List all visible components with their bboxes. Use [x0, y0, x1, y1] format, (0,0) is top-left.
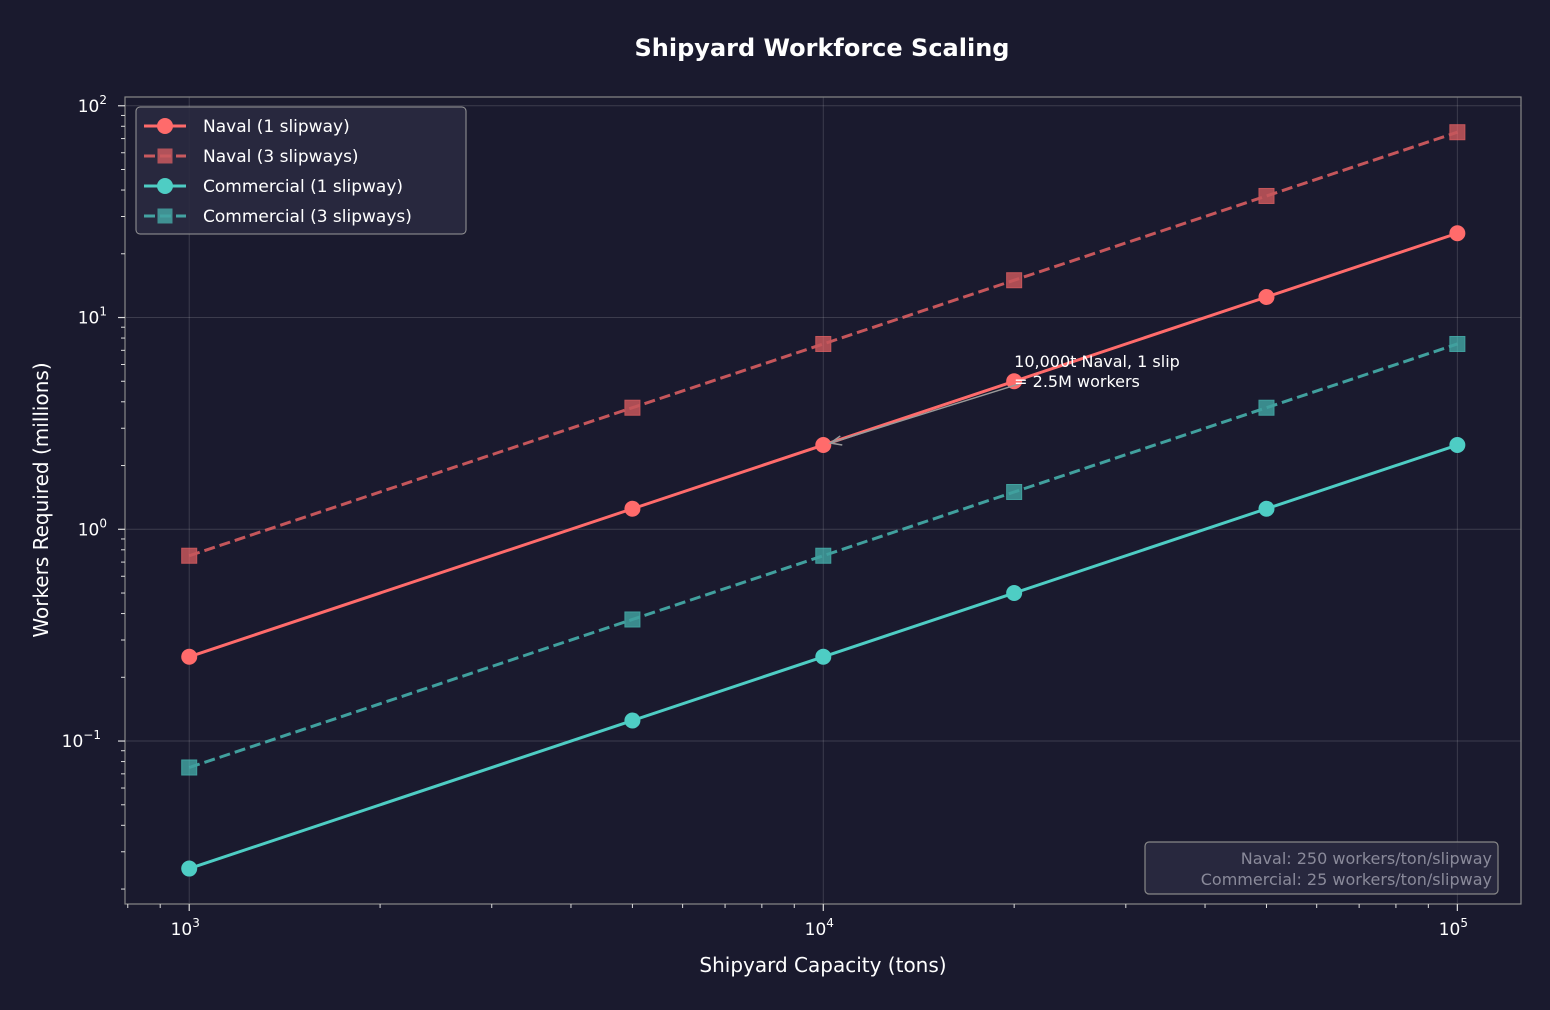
y-axis-label: Workers Required (millions)	[29, 362, 53, 637]
data-point	[815, 335, 832, 352]
series-commercial-3-slipways	[181, 335, 1466, 776]
x-tick-exponent: 3	[192, 916, 200, 930]
data-point	[181, 547, 198, 564]
data-point	[624, 712, 641, 729]
x-tick-label: 103	[171, 916, 200, 940]
data-point	[1258, 399, 1275, 416]
legend-item	[144, 208, 186, 224]
data-point	[1449, 124, 1466, 141]
series-commercial-1-slipway	[181, 437, 1466, 877]
y-tick-label: 10−1	[62, 728, 101, 752]
annotation-text: 10,000t Naval, 1 slip	[1014, 352, 1180, 371]
y-tick-label: 102	[78, 93, 107, 117]
data-point	[181, 759, 198, 776]
series-naval-3-slipways	[181, 124, 1466, 564]
legend-marker	[157, 118, 173, 134]
data-point	[1258, 500, 1275, 517]
info-box-text: Naval: 250 workers/ton/slipway	[1241, 849, 1492, 868]
series-group	[181, 124, 1466, 877]
y-tick-exponent: −1	[83, 728, 101, 742]
legend-marker	[157, 148, 173, 164]
data-point	[1006, 585, 1023, 602]
series-line	[188, 342, 1458, 769]
x-axis-label: Shipyard Capacity (tons)	[699, 953, 946, 977]
legend-label: Commercial (3 slipways)	[203, 207, 412, 227]
data-point	[624, 500, 641, 517]
data-point	[1258, 187, 1275, 204]
data-point	[181, 648, 198, 665]
y-tick-label: 101	[78, 305, 107, 329]
info-box: Naval: 250 workers/ton/slipway Commercial…	[1144, 841, 1499, 895]
legend-marker	[157, 178, 173, 194]
y-tick-exponent: 2	[99, 93, 107, 107]
x-tick-exponent: 5	[1460, 916, 1468, 930]
data-point	[815, 648, 832, 665]
series-line	[188, 231, 1458, 659]
data-point	[1449, 225, 1466, 242]
data-point	[1006, 483, 1023, 500]
legend-item	[144, 178, 186, 194]
annotation-text: = 2.5M workers	[1014, 372, 1140, 391]
legend-box	[135, 106, 467, 235]
legend-label: Naval (1 slipway)	[203, 117, 350, 137]
data-point	[1006, 373, 1023, 390]
legend-marker	[157, 208, 173, 224]
data-point	[815, 547, 832, 564]
data-point	[624, 399, 641, 416]
y-tick-exponent: 1	[99, 305, 107, 319]
data-point	[1006, 272, 1023, 289]
legend-label: Commercial (1 slipway)	[203, 177, 403, 197]
y-tick-exponent: 0	[99, 516, 107, 530]
chart-title: Shipyard Workforce Scaling	[635, 34, 1010, 62]
x-tick-exponent: 4	[826, 916, 834, 930]
legend-label: Naval (3 slipways)	[203, 147, 359, 167]
info-box-text: Commercial: 25 workers/ton/slipway	[1201, 870, 1492, 889]
data-point	[1449, 335, 1466, 352]
legend-item	[144, 148, 186, 164]
legend: Naval (1 slipway) Naval (3 slipways) Comme…	[135, 106, 467, 235]
x-tick-label: 105	[1439, 916, 1468, 940]
data-point	[1258, 289, 1275, 306]
annotation-arrowhead	[828, 435, 843, 446]
legend-item	[144, 118, 186, 134]
y-tick-label: 100	[78, 516, 107, 540]
series-line	[188, 443, 1458, 870]
series-line	[188, 130, 1458, 558]
series-naval-1-slipway	[181, 225, 1466, 665]
data-point	[624, 611, 641, 628]
data-point	[815, 437, 832, 454]
annotation: 10,000t Naval, 1 slip= 2.5M workers	[828, 352, 1180, 446]
data-point	[181, 860, 198, 877]
info-box-frame	[1144, 841, 1499, 895]
annotation-arrow	[830, 383, 1020, 444]
data-point	[1449, 437, 1466, 454]
x-tick-label: 104	[805, 916, 834, 940]
